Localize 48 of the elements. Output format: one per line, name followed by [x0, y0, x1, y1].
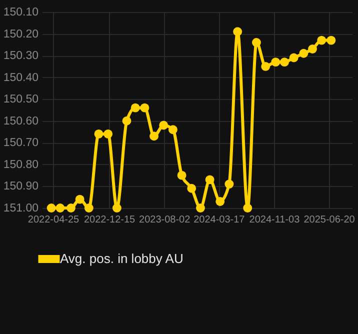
point: [150, 132, 159, 141]
point: [261, 62, 270, 71]
point: [317, 36, 326, 45]
y-tick-label: 150.10: [3, 6, 38, 18]
point: [159, 120, 168, 130]
point: [168, 125, 178, 134]
y-tick-label: 150.60: [3, 115, 38, 128]
point: [216, 197, 225, 206]
y-tick-label: 150.80: [3, 158, 38, 171]
y-tick-label: 150.50: [3, 94, 38, 106]
point: [289, 53, 298, 62]
point: [46, 204, 56, 212]
point: [66, 204, 76, 212]
point: [271, 58, 280, 67]
point: [252, 38, 261, 47]
x-tick-label: 2024-11-03: [249, 214, 300, 226]
point: [280, 58, 289, 67]
x-tick-label: 2022-04-25: [28, 214, 80, 226]
legend-label: Avg. pos. in lobby AU: [60, 251, 184, 266]
y-tick-label: 150.90: [3, 180, 38, 193]
point: [196, 204, 205, 212]
point: [75, 194, 84, 204]
point: [187, 184, 196, 193]
y-tick-label: 150.30: [3, 50, 38, 62]
point: [299, 48, 308, 58]
point: [56, 204, 65, 212]
x-tick-label: 2022-12-15: [84, 214, 136, 226]
point: [94, 129, 104, 138]
x-tick-label: 2023-08-02: [139, 214, 191, 226]
point: [130, 103, 140, 112]
point: [326, 36, 336, 45]
point: [112, 204, 122, 212]
point: [308, 44, 317, 54]
point: [177, 170, 186, 180]
point: [84, 204, 94, 212]
point: [233, 27, 242, 36]
y-tick-label: 150.70: [3, 137, 38, 150]
y-tick-label: 150.40: [3, 72, 38, 84]
point: [224, 180, 234, 189]
point: [243, 204, 252, 212]
point: [122, 116, 132, 126]
y-tick-label: 151.00: [3, 202, 38, 214]
point: [205, 175, 214, 184]
x-tick-label: 2025-06-20: [304, 214, 356, 226]
point: [104, 129, 113, 138]
y-tick-label: 150.20: [3, 28, 38, 40]
x-tick-label: 2024-03-17: [194, 214, 246, 226]
point: [140, 103, 150, 112]
